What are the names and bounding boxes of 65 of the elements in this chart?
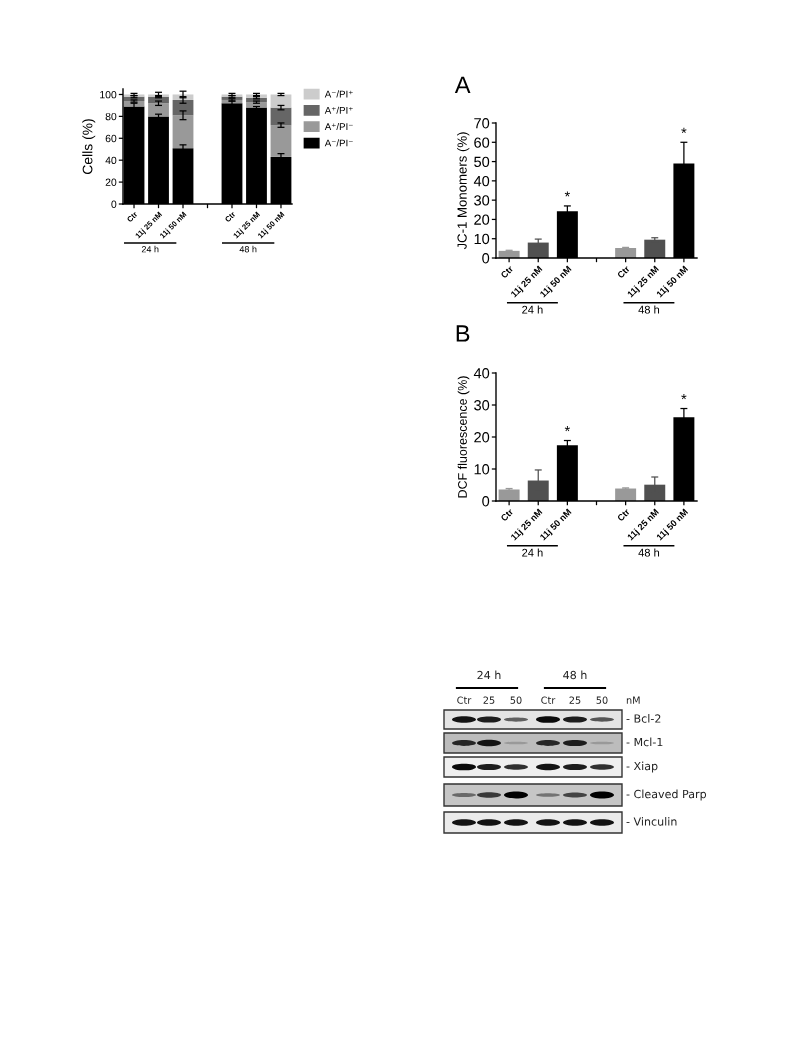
y-tick-label: 0 — [111, 200, 117, 208]
legend-label: A⁻/PI⁻ — [324, 139, 353, 147]
bar — [615, 247, 637, 258]
bar — [148, 103, 169, 117]
text: 24 h — [522, 305, 543, 314]
text: 25 — [483, 696, 495, 704]
bar — [270, 107, 292, 126]
text: 24 h — [522, 548, 543, 557]
data-label: * — [681, 394, 687, 400]
chart-title: A — [454, 76, 471, 93]
bar — [270, 125, 292, 157]
text: - Mcl-1 — [626, 737, 663, 747]
text: - Bcl-2 — [626, 714, 661, 723]
data-label: * — [564, 191, 570, 197]
legend-label: A⁻/PI⁺ — [324, 90, 353, 98]
text: - Vinculin — [626, 817, 677, 826]
bar — [527, 242, 549, 258]
data-label: * — [681, 127, 687, 133]
y-tick-label: 20 — [474, 432, 490, 443]
y-tick-label: 20 — [105, 178, 117, 186]
y-tick-label: 30 — [474, 400, 490, 411]
text: 25 — [569, 696, 581, 704]
text: - Cleaved Parp — [626, 789, 707, 801]
text: 48 h — [638, 305, 660, 314]
y-axis-title: Cells (%) — [82, 119, 96, 174]
text: 48 h — [638, 548, 660, 557]
y-tick-label: 40 — [473, 175, 490, 187]
chart-title: B — [456, 325, 470, 342]
text: - Xiap — [626, 761, 658, 773]
y-tick-label: 70 — [474, 118, 490, 129]
bar — [644, 239, 666, 258]
x-tick-label: Ctr — [500, 508, 514, 522]
y-tick-label: 0 — [482, 496, 490, 507]
x-tick-label: Ctr — [616, 265, 631, 279]
text: 50 — [596, 696, 608, 704]
bar — [498, 489, 520, 501]
text: 48 h — [563, 670, 587, 680]
text: 24 h — [477, 670, 501, 680]
legend-label: A⁺/PI⁺ — [324, 106, 353, 114]
y-tick-label: 40 — [473, 368, 490, 379]
y-axis-title: JC-1 Monomers (%) — [457, 132, 470, 250]
text: 48 h — [239, 245, 257, 253]
data-label: * — [564, 426, 570, 432]
y-tick-label: 100 — [100, 90, 117, 99]
x-tick-label: Ctr — [500, 265, 514, 279]
x-tick-label: Ctr — [616, 508, 631, 522]
y-axis-title: DCF fluorescence (%) — [457, 376, 470, 498]
bar — [172, 115, 194, 149]
y-tick-label: 0 — [482, 253, 490, 264]
y-tick-label: 40 — [105, 156, 117, 165]
text: 24 h — [141, 245, 159, 253]
bar — [270, 94, 292, 108]
y-tick-label: 80 — [105, 112, 117, 121]
text: 50 — [510, 696, 522, 704]
y-tick-label: 10 — [474, 464, 490, 475]
y-tick-label: 10 — [474, 233, 490, 245]
y-tick-label: 30 — [474, 195, 490, 206]
y-tick-label: 20 — [474, 214, 490, 225]
legend-label: A⁺/PI⁻ — [324, 122, 353, 131]
y-tick-label: 60 — [105, 134, 117, 143]
y-tick-label: 50 — [474, 156, 490, 167]
text: nM — [626, 696, 640, 704]
text: Ctr — [457, 696, 472, 704]
text: Ctr — [541, 696, 556, 704]
y-tick-label: 60 — [474, 137, 490, 148]
